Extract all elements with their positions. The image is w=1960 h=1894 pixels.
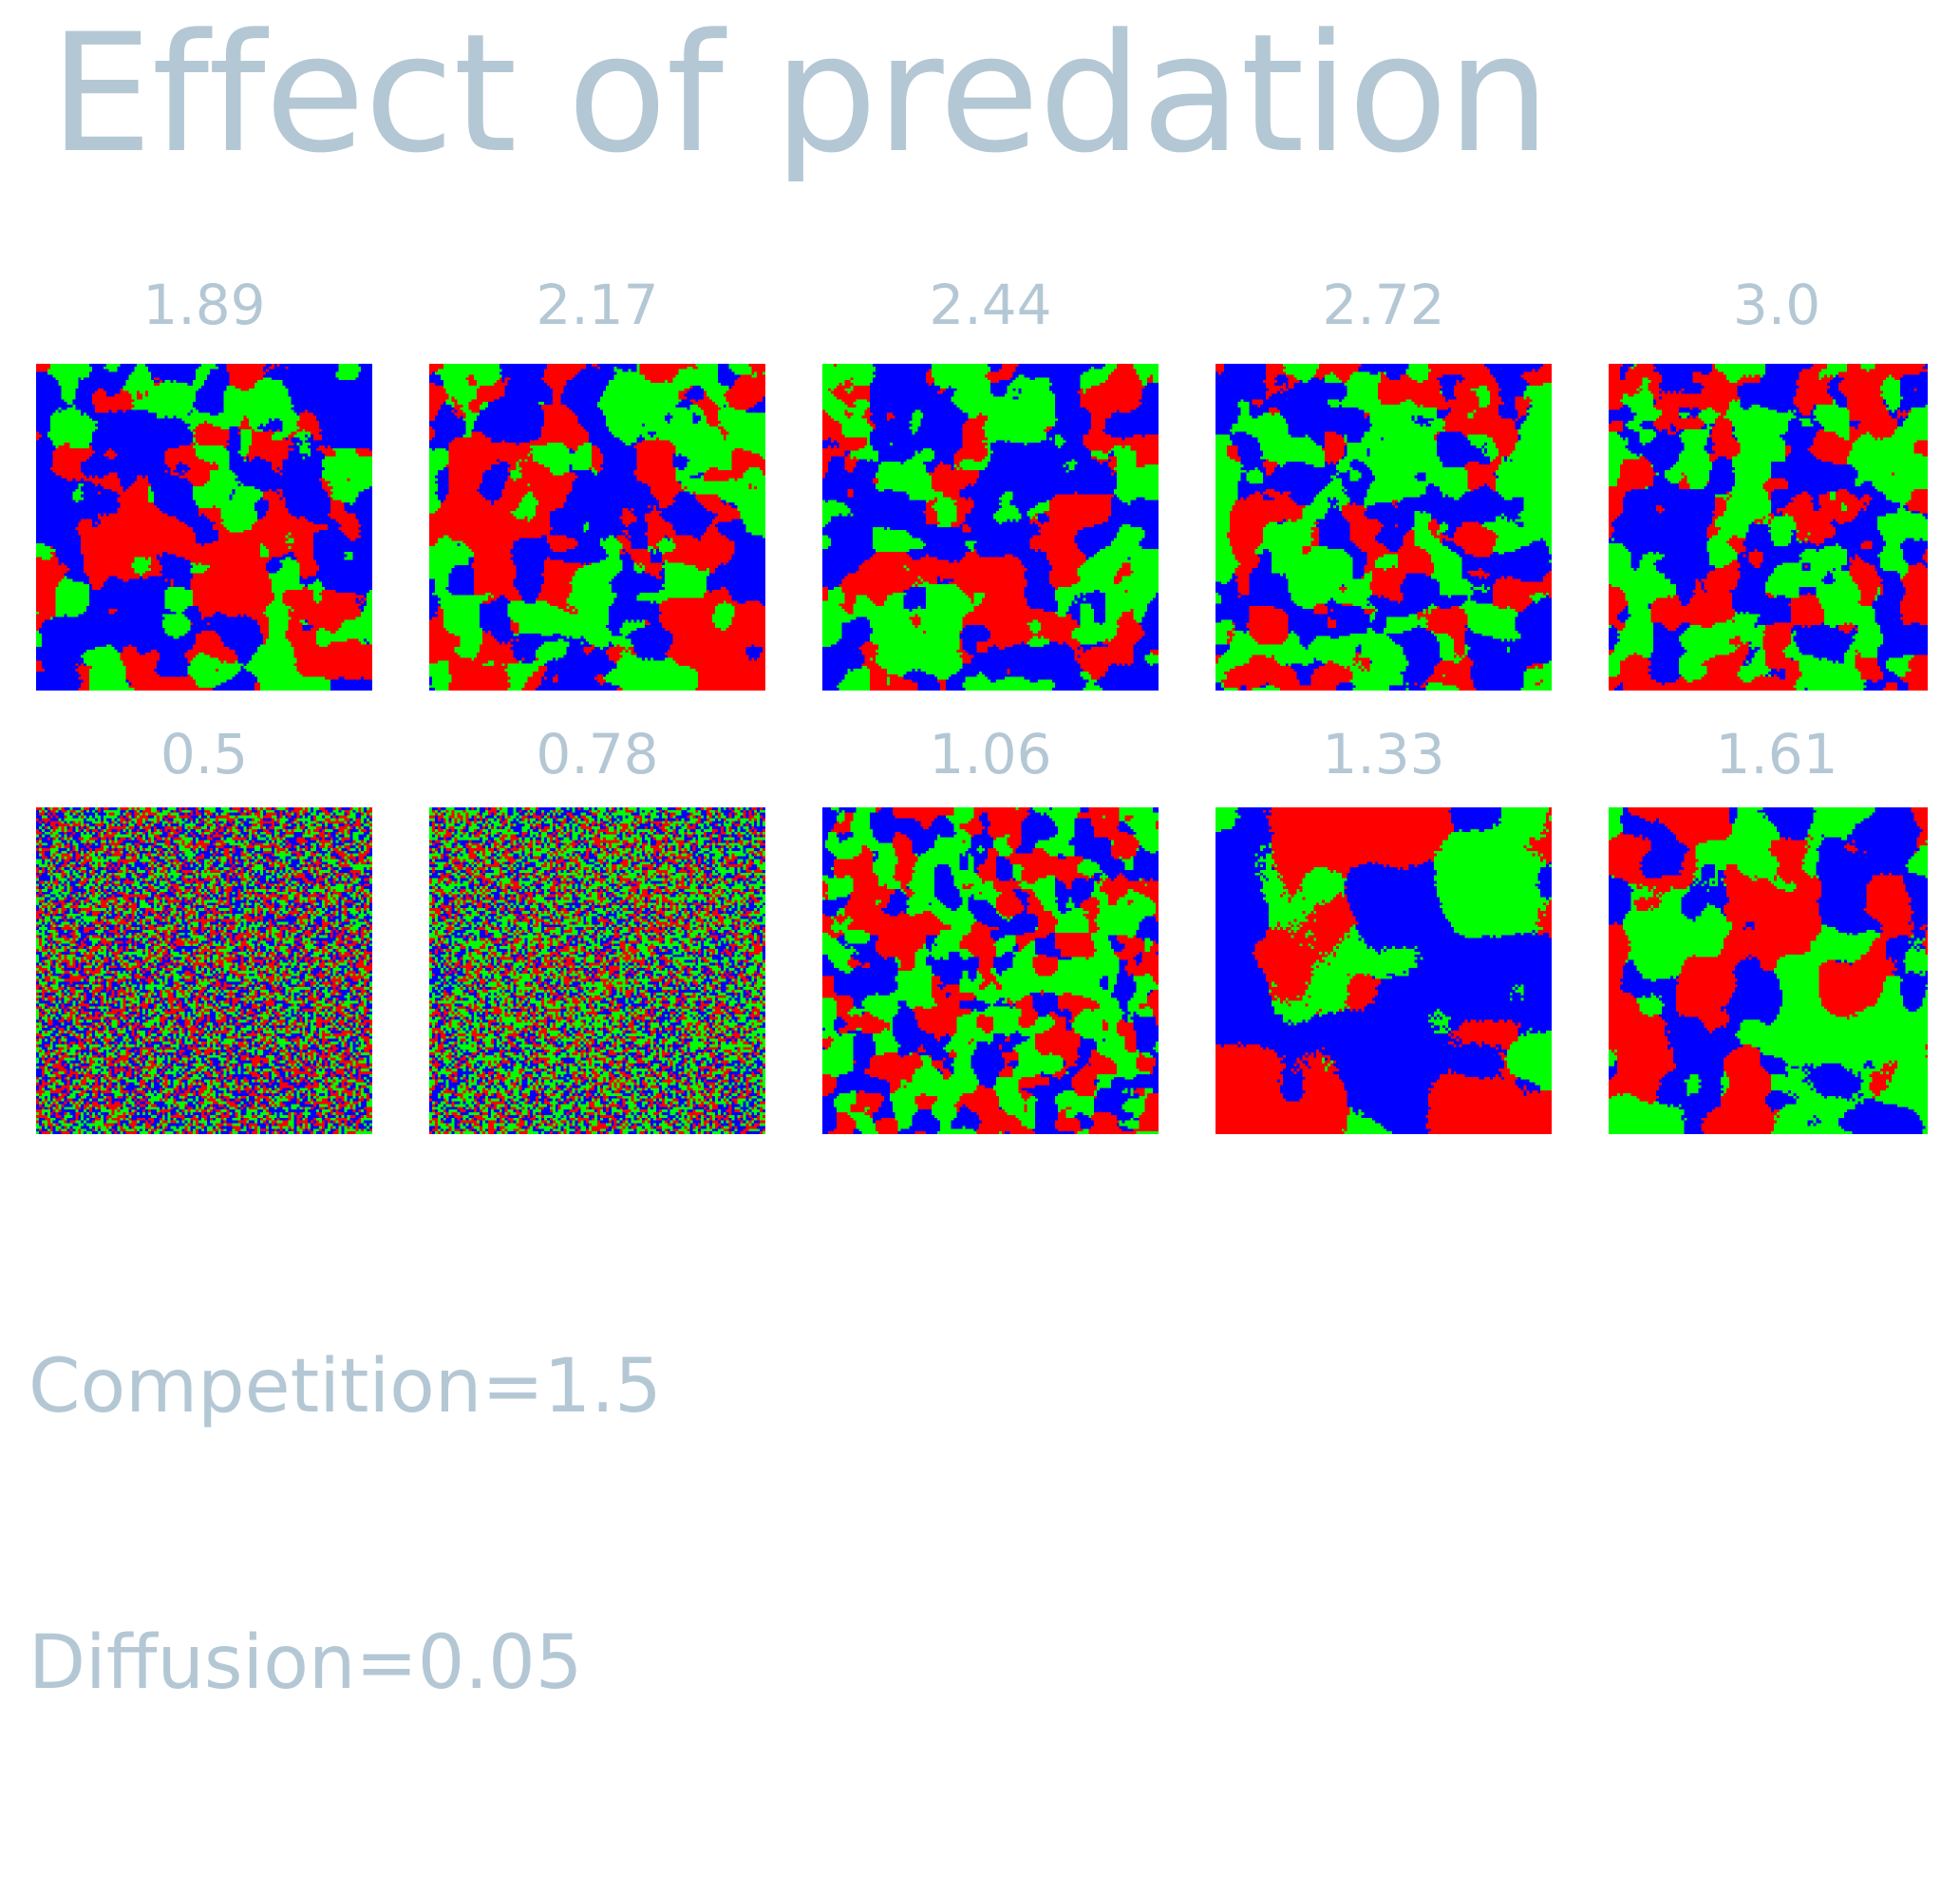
panel-cell: 1.06 (822, 0, 1159, 1511)
lattice-panel (1609, 364, 1928, 691)
lattice-panel (429, 364, 765, 691)
figure-root: Effect of predation 1.89 2.17 2.44 2.72 3.0 0… (28, 0, 1945, 1706)
panel-cell: 2.72 (1216, 0, 1552, 1511)
panel-cell: 1.89 (36, 0, 372, 1511)
lattice-panel (822, 807, 1159, 1134)
panel-cell: 2.17 (429, 0, 765, 1511)
lattice-panel (36, 807, 372, 1134)
lattice-panel (1609, 807, 1928, 1134)
lattice-panel (822, 364, 1159, 691)
panel-title: 1.06 (929, 722, 1052, 786)
lattice-panel (1216, 807, 1552, 1134)
panel-cell: 3.0 (1609, 0, 1945, 1511)
caption-diffusion: Diffusion=0.05 (28, 1620, 583, 1706)
caption-competition: Competition=1.5 (28, 1344, 662, 1430)
panel-cell: 0.5 (36, 0, 372, 1511)
panel-title: 1.89 (142, 273, 266, 337)
lattice-panel (36, 364, 372, 691)
panel-title: 1.33 (1322, 722, 1445, 786)
panel-title: 3.0 (1732, 273, 1821, 337)
panel-title: 2.72 (1322, 273, 1445, 337)
panel-cell: 1.33 (1216, 0, 1552, 1511)
panel-title: 2.44 (929, 273, 1052, 337)
panel-cell: 2.44 (822, 0, 1159, 1511)
panel-title: 1.61 (1715, 722, 1838, 786)
lattice-panel (429, 807, 765, 1134)
lattice-panel (1216, 364, 1552, 691)
panel-cell: 1.61 (1609, 0, 1945, 1511)
figure-caption: Competition=1.5 Diffusion=0.05 (28, 1157, 662, 1894)
figure-title: Effect of predation (49, 6, 1551, 181)
panel-title: 0.5 (160, 722, 249, 786)
panel-title: 2.17 (536, 273, 659, 337)
panel-title: 0.78 (536, 722, 659, 786)
panel-cell: 0.78 (429, 0, 765, 1511)
